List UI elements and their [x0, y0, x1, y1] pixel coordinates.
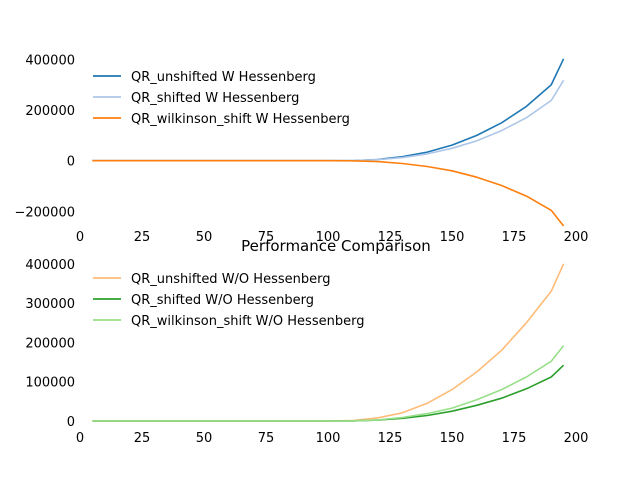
- x-tick-label: 75: [258, 230, 275, 245]
- series-line-3: [92, 345, 565, 422]
- x-tick-label: 100: [316, 431, 341, 446]
- y-tick-label: 300000: [25, 297, 75, 312]
- legend-entry: QR_shifted W Hessenberg: [131, 91, 299, 106]
- x-tick-label: 25: [134, 431, 151, 446]
- x-tick-label: 75: [258, 431, 275, 446]
- chart-title: Performance Comparison: [241, 237, 431, 255]
- y-tick-label: −200000: [14, 205, 75, 220]
- x-tick-label: 0: [76, 431, 84, 446]
- y-tick-label: 400000: [25, 54, 75, 69]
- top-panel: 0 25 50 75 100 125 150 175 200−20000002000004000…: [14, 54, 588, 245]
- series-line-1: [92, 263, 565, 422]
- legend-entry: QR_wilkinson_shift W Hessenberg: [131, 112, 350, 127]
- y-tick-label: 0: [67, 415, 75, 430]
- y-tick-label: 100000: [25, 376, 75, 391]
- x-tick-label: 200: [564, 230, 589, 245]
- x-tick-label: 50: [196, 230, 213, 245]
- x-tick-label: 25: [134, 230, 151, 245]
- bottom-panel: 0 25 50 75 100 125 150 175 200 0 100000 200000 30000…: [25, 237, 588, 446]
- y-tick-label: 0: [67, 155, 75, 170]
- legend-entry: QR_unshifted W Hessenberg: [131, 70, 316, 85]
- x-tick-label: 175: [502, 230, 527, 245]
- x-tick-label: 150: [440, 431, 465, 446]
- y-tick-label: 400000: [25, 258, 75, 273]
- x-tick-label: 0: [76, 230, 84, 245]
- x-tick-label: 50: [196, 431, 213, 446]
- legend-entry: QR_shifted W/O Hessenberg: [131, 293, 314, 308]
- y-tick-label: 200000: [25, 336, 75, 351]
- legend-entry: QR_wilkinson_shift W/O Hessenberg: [131, 314, 364, 329]
- x-tick-label: 150: [440, 230, 465, 245]
- x-tick-label: 125: [378, 230, 403, 245]
- legend-entry: QR_unshifted W/O Hessenberg: [131, 272, 330, 287]
- y-tick-label: 200000: [25, 104, 75, 119]
- x-tick-label: 200: [564, 431, 589, 446]
- series-line-3: [92, 159, 565, 227]
- x-tick-label: 100: [316, 230, 341, 245]
- x-tick-label: 125: [378, 431, 403, 446]
- x-tick-label: 175: [502, 431, 527, 446]
